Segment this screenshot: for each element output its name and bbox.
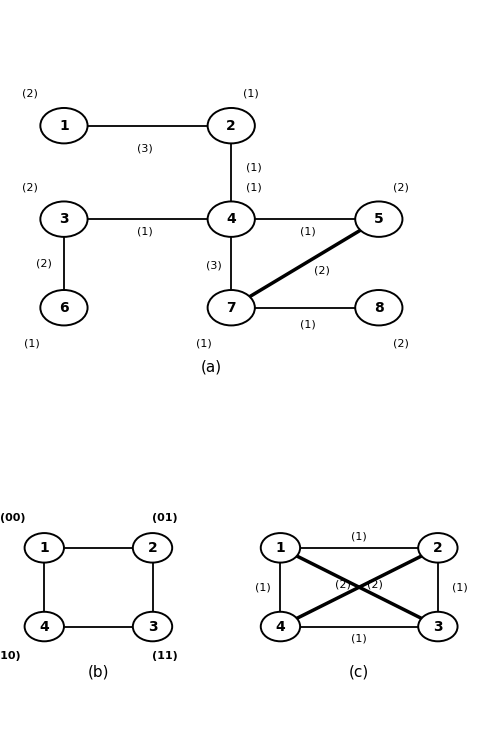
Text: (1): (1) [196, 338, 212, 348]
Ellipse shape [25, 533, 64, 563]
Text: 4: 4 [226, 212, 236, 226]
Text: 3: 3 [433, 620, 443, 634]
Text: (11): (11) [152, 651, 178, 661]
Text: 3: 3 [148, 620, 157, 634]
Ellipse shape [40, 108, 88, 143]
Ellipse shape [261, 612, 300, 641]
Text: (a): (a) [201, 359, 222, 374]
Ellipse shape [261, 533, 300, 563]
Text: (3): (3) [137, 143, 153, 154]
Text: (2): (2) [393, 338, 409, 348]
Text: (b): (b) [88, 664, 109, 680]
Text: (10): (10) [0, 651, 20, 661]
Text: (1): (1) [300, 320, 315, 330]
Text: (1): (1) [243, 88, 259, 99]
Text: 6: 6 [59, 300, 69, 315]
Text: (1): (1) [137, 227, 153, 236]
Text: (1): (1) [351, 531, 367, 542]
Text: (1): (1) [255, 582, 271, 592]
Text: (1): (1) [246, 162, 261, 173]
Text: 2: 2 [226, 118, 236, 133]
Ellipse shape [355, 290, 402, 325]
Text: 8: 8 [374, 300, 384, 315]
Text: 4: 4 [39, 620, 49, 634]
Text: (1): (1) [246, 182, 261, 192]
Text: (2): (2) [314, 266, 330, 276]
Text: (2): (2) [22, 88, 37, 99]
Ellipse shape [418, 612, 458, 641]
Ellipse shape [208, 202, 255, 237]
Text: (2): (2) [393, 182, 409, 192]
Ellipse shape [133, 612, 172, 641]
Text: (3): (3) [206, 261, 222, 271]
Ellipse shape [40, 290, 88, 325]
Text: 1: 1 [39, 541, 49, 555]
Text: (2): (2) [367, 580, 383, 590]
Text: 3: 3 [59, 212, 69, 226]
Text: 2: 2 [433, 541, 443, 555]
Ellipse shape [355, 202, 402, 237]
Text: (2): (2) [36, 259, 52, 268]
Ellipse shape [208, 290, 255, 325]
Text: (1): (1) [24, 338, 40, 348]
Text: 1: 1 [59, 118, 69, 133]
Ellipse shape [208, 108, 255, 143]
Text: 7: 7 [226, 300, 236, 315]
Text: (c): (c) [349, 664, 369, 680]
Text: (2): (2) [22, 182, 37, 192]
Text: (01): (01) [152, 513, 178, 523]
Text: (1): (1) [351, 634, 367, 644]
Text: (2): (2) [336, 580, 351, 590]
Text: (1): (1) [452, 582, 468, 592]
Text: (00): (00) [0, 513, 25, 523]
Text: 1: 1 [276, 541, 285, 555]
Ellipse shape [40, 202, 88, 237]
Text: 5: 5 [374, 212, 384, 226]
Text: (1): (1) [300, 227, 315, 236]
Ellipse shape [133, 533, 172, 563]
Ellipse shape [418, 533, 458, 563]
Text: 2: 2 [148, 541, 157, 555]
Ellipse shape [25, 612, 64, 641]
Text: 4: 4 [276, 620, 285, 634]
